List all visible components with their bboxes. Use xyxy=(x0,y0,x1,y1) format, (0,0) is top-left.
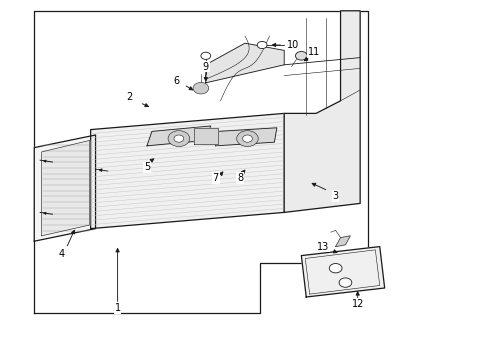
Circle shape xyxy=(168,131,190,147)
Circle shape xyxy=(201,52,211,59)
Text: 11: 11 xyxy=(308,47,319,57)
Text: 2: 2 xyxy=(127,92,133,102)
Circle shape xyxy=(174,135,184,142)
Polygon shape xyxy=(206,43,284,83)
Text: 3: 3 xyxy=(333,191,339,201)
Polygon shape xyxy=(147,126,211,146)
Text: 9: 9 xyxy=(203,62,209,72)
Polygon shape xyxy=(34,135,96,241)
Polygon shape xyxy=(194,128,218,144)
Polygon shape xyxy=(301,247,385,297)
Text: 13: 13 xyxy=(318,242,329,252)
Text: 8: 8 xyxy=(237,173,243,183)
Text: 7: 7 xyxy=(213,173,219,183)
Text: 5: 5 xyxy=(144,162,150,172)
Polygon shape xyxy=(42,140,90,236)
Polygon shape xyxy=(284,11,360,212)
Polygon shape xyxy=(91,113,284,229)
Text: 6: 6 xyxy=(173,76,179,86)
Polygon shape xyxy=(336,236,350,247)
Circle shape xyxy=(257,41,267,49)
Circle shape xyxy=(339,278,352,287)
Text: 10: 10 xyxy=(287,40,299,50)
Text: 12: 12 xyxy=(351,299,364,309)
Polygon shape xyxy=(216,128,277,146)
Circle shape xyxy=(329,264,342,273)
Text: 1: 1 xyxy=(115,303,121,313)
Circle shape xyxy=(295,51,307,60)
Text: 4: 4 xyxy=(58,249,64,259)
Circle shape xyxy=(243,135,252,142)
Circle shape xyxy=(237,131,258,147)
Circle shape xyxy=(193,82,209,94)
